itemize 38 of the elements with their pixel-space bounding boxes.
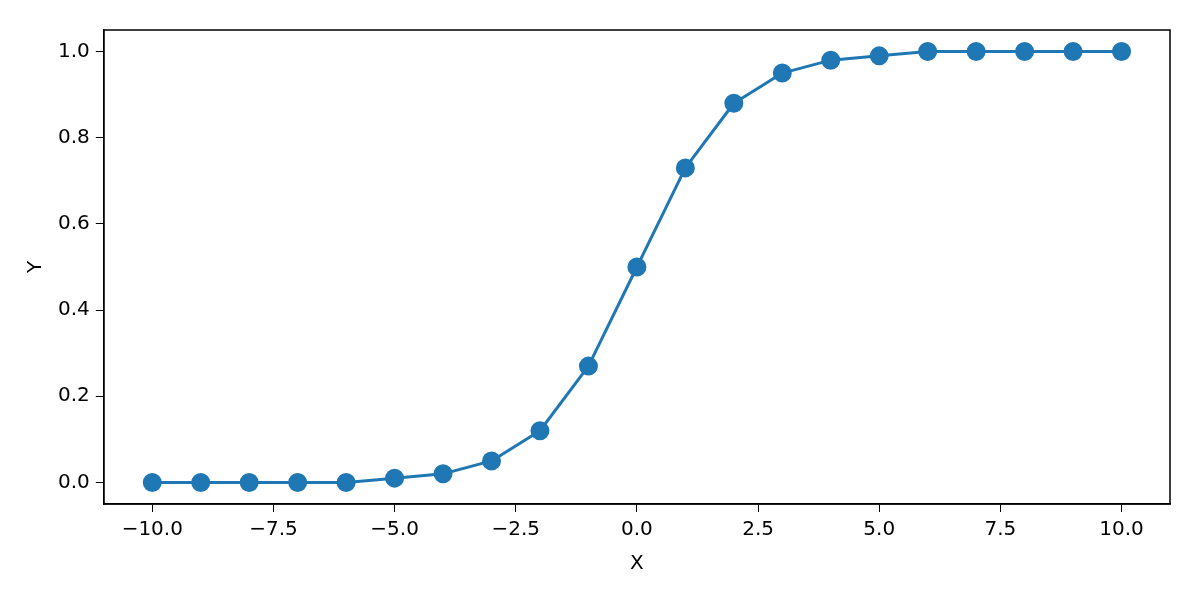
x-tick-label: 2.5 [742, 516, 774, 541]
x-tick-label: −10.0 [121, 516, 183, 541]
point [675, 158, 695, 178]
point [821, 50, 841, 70]
point [1063, 42, 1083, 62]
point [1112, 42, 1132, 62]
point [336, 472, 356, 492]
y-tick-label: 0.8 [57, 123, 90, 148]
x-tick-label: −7.5 [249, 516, 298, 541]
x-tick-label: 7.5 [984, 516, 1017, 541]
x-tick-label: 10.0 [1099, 516, 1144, 541]
y-tick-label: 1.0 [57, 37, 90, 62]
point [530, 421, 550, 441]
point [724, 93, 744, 113]
point [966, 42, 986, 62]
point [288, 472, 308, 492]
y-tick-label: 0.0 [57, 468, 90, 493]
point [1015, 42, 1035, 62]
x-tick-label: 5.0 [863, 516, 896, 541]
point [239, 472, 259, 492]
point [433, 464, 453, 484]
point [482, 451, 502, 471]
point [918, 42, 938, 62]
point [578, 356, 598, 376]
point [627, 257, 647, 277]
y-axis-title: Y [22, 260, 47, 275]
x-tick-label: 0.0 [621, 516, 653, 541]
point [772, 63, 792, 83]
x-tick-label: −5.0 [370, 516, 419, 541]
point [869, 46, 889, 66]
y-tick-label: 0.6 [57, 210, 90, 235]
y-tick-label: 0.4 [57, 296, 90, 321]
point [191, 472, 211, 492]
x-tick-label: −2.5 [491, 516, 541, 541]
x-axis-title: X [630, 550, 645, 575]
y-tick-label: 0.2 [57, 382, 90, 407]
point [385, 468, 405, 488]
point [142, 472, 162, 492]
